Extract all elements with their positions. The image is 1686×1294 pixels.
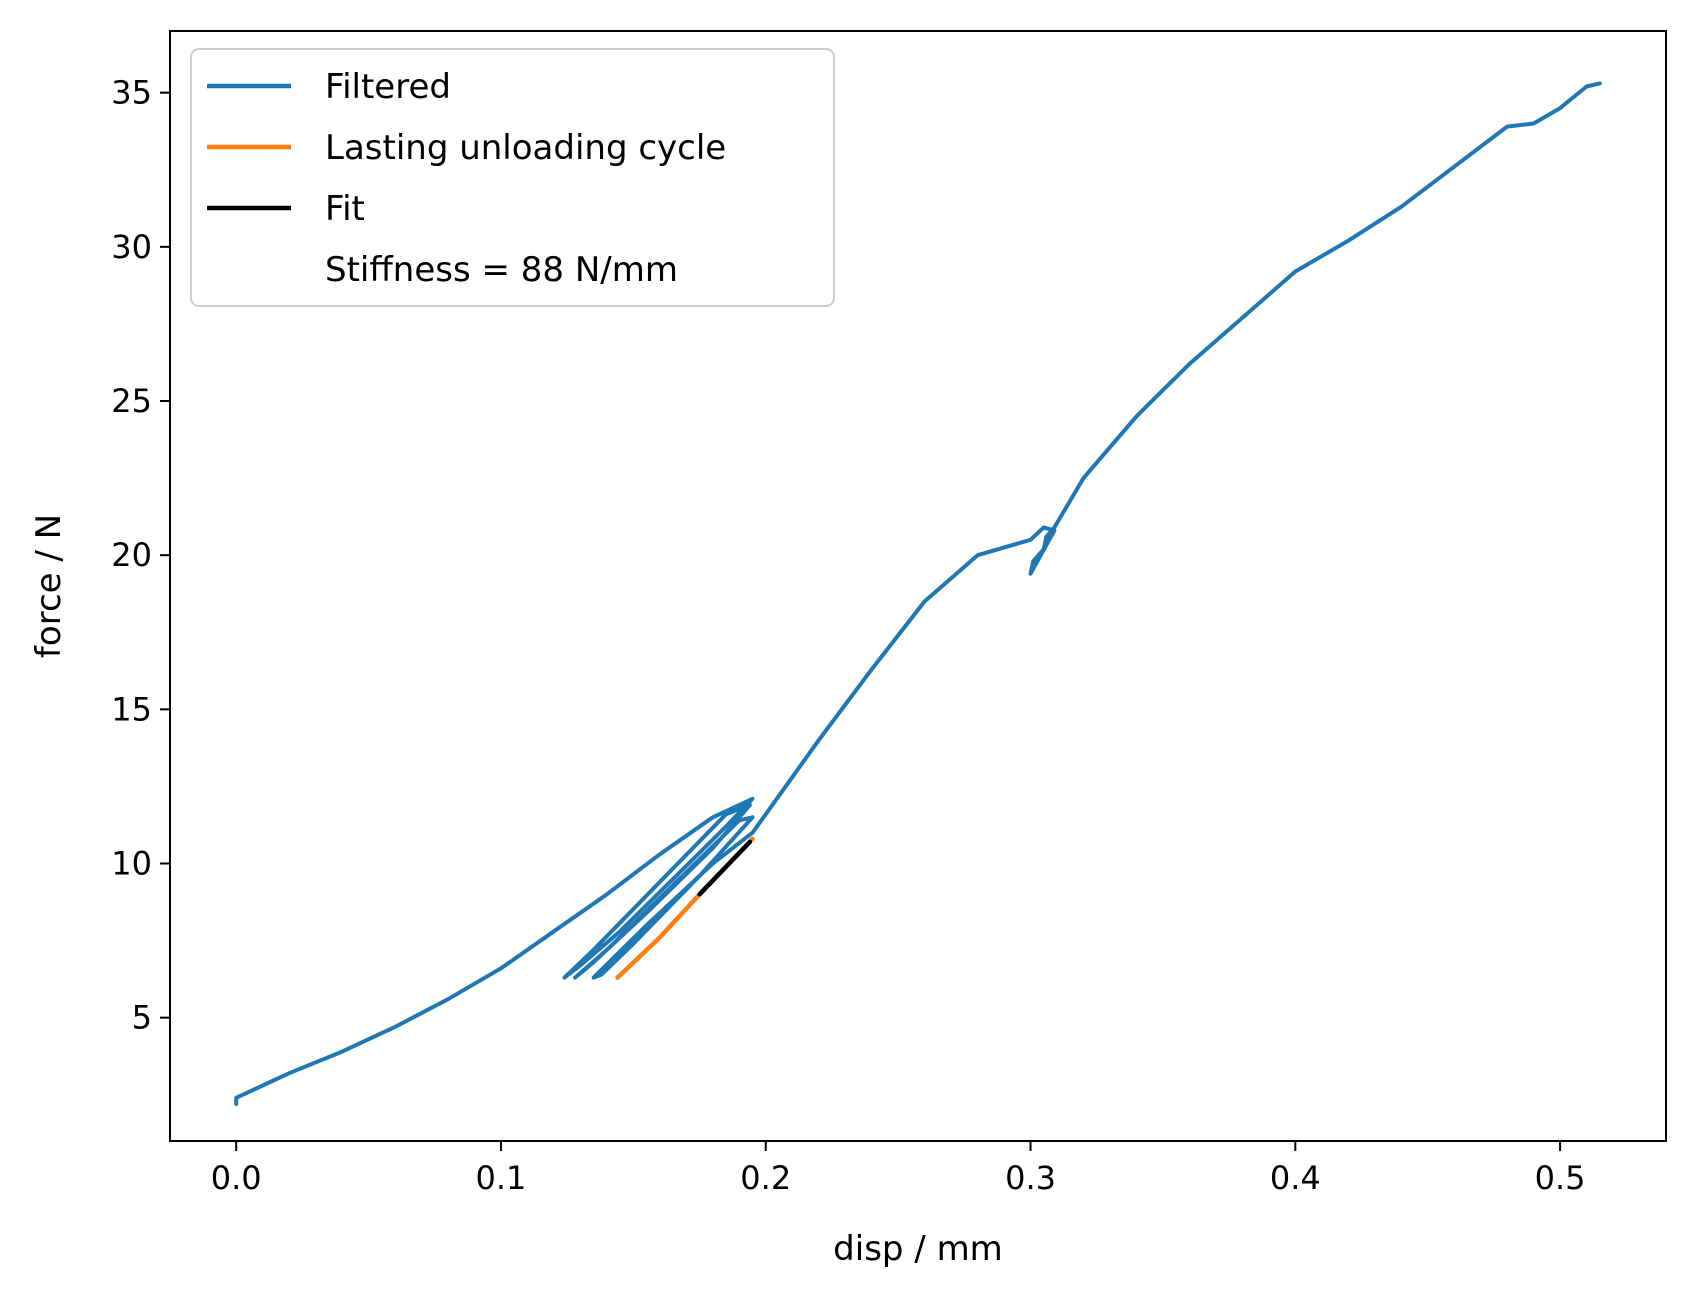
legend-entry-label: Stiffness = 88 N/mm <box>325 250 678 290</box>
series-line-fit <box>697 839 753 897</box>
y-tick-label: 20 <box>111 536 152 574</box>
legend-entry-label: Lasting unloading cycle <box>325 128 726 168</box>
plot-frame <box>169 30 1667 1142</box>
y-tick-label: 25 <box>111 382 152 420</box>
y-tick-label: 5 <box>132 999 152 1037</box>
legend-entry-label: Filtered <box>325 67 451 107</box>
y-tick-label: 30 <box>111 228 152 266</box>
y-tick-label: 15 <box>111 690 152 728</box>
x-tick-label: 0.0 <box>211 1159 262 1197</box>
x-tick-label: 0.2 <box>740 1159 791 1197</box>
x-tick-label: 0.1 <box>476 1159 527 1197</box>
legend-entry-label: Fit <box>325 189 365 229</box>
x-tick-label: 0.4 <box>1270 1159 1321 1197</box>
series-line-filtered <box>234 81 1602 1106</box>
y-axis: 5 10 15 20 25 30 35 <box>111 74 170 1037</box>
x-tick-label: 0.3 <box>1005 1159 1056 1197</box>
legend-box <box>190 48 835 307</box>
y-tick-label: 10 <box>111 845 152 883</box>
x-axis-label: disp / mm <box>833 1229 1003 1269</box>
y-tick-label: 35 <box>111 74 152 112</box>
x-tick-label: 0.5 <box>1535 1159 1586 1197</box>
x-axis: 0.0 0.1 0.2 0.3 0.4 0.5 <box>211 1141 1586 1197</box>
legend: Filtered Lasting unloading cycle Fit Stiffn… <box>190 48 835 307</box>
plot-lines <box>234 81 1602 1106</box>
y-axis-label: force / N <box>29 514 69 658</box>
